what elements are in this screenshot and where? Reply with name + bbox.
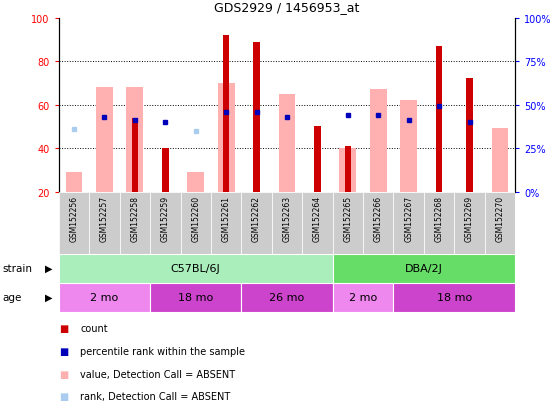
- Bar: [344, 147, 351, 192]
- Text: GSM152267: GSM152267: [404, 195, 413, 241]
- Bar: [59, 283, 150, 312]
- Text: value, Detection Call = ABSENT: value, Detection Call = ABSENT: [80, 369, 235, 379]
- Text: GSM152270: GSM152270: [496, 195, 505, 241]
- Bar: [454, 192, 485, 254]
- Bar: [162, 149, 169, 192]
- Text: GSM152265: GSM152265: [343, 195, 352, 241]
- Text: GSM152262: GSM152262: [252, 195, 261, 241]
- Bar: [59, 254, 333, 283]
- Text: 18 mo: 18 mo: [178, 292, 213, 302]
- Text: GSM152260: GSM152260: [191, 195, 200, 241]
- Text: GSM152261: GSM152261: [222, 195, 231, 241]
- Text: age: age: [3, 292, 22, 302]
- Text: GSM152266: GSM152266: [374, 195, 383, 241]
- Bar: [211, 192, 241, 254]
- Bar: [400, 101, 417, 192]
- Bar: [485, 192, 515, 254]
- Bar: [132, 118, 138, 192]
- Bar: [150, 283, 241, 312]
- Bar: [188, 173, 204, 192]
- Text: strain: strain: [3, 263, 33, 273]
- Bar: [241, 192, 272, 254]
- Bar: [436, 47, 442, 192]
- Bar: [253, 43, 260, 192]
- Bar: [466, 79, 473, 192]
- Text: ▶: ▶: [45, 263, 52, 273]
- Bar: [89, 192, 120, 254]
- Text: ■: ■: [59, 392, 68, 401]
- Bar: [394, 283, 515, 312]
- Text: GSM152268: GSM152268: [435, 195, 444, 241]
- Bar: [272, 192, 302, 254]
- Text: GSM152264: GSM152264: [313, 195, 322, 241]
- Bar: [424, 192, 454, 254]
- Text: ▶: ▶: [45, 292, 52, 302]
- Bar: [96, 88, 113, 192]
- Bar: [370, 90, 386, 192]
- Text: ■: ■: [59, 369, 68, 379]
- Text: GSM152258: GSM152258: [130, 195, 139, 241]
- Bar: [241, 283, 333, 312]
- Bar: [302, 192, 333, 254]
- Text: ■: ■: [59, 323, 68, 333]
- Bar: [66, 173, 82, 192]
- Text: rank, Detection Call = ABSENT: rank, Detection Call = ABSENT: [80, 392, 230, 401]
- Bar: [333, 283, 394, 312]
- Bar: [333, 254, 515, 283]
- Text: 18 mo: 18 mo: [437, 292, 472, 302]
- Bar: [363, 192, 394, 254]
- Bar: [59, 192, 89, 254]
- Bar: [127, 88, 143, 192]
- Text: DBA/2J: DBA/2J: [405, 263, 443, 273]
- Text: GSM152256: GSM152256: [69, 195, 78, 241]
- Text: 2 mo: 2 mo: [349, 292, 377, 302]
- Text: ■: ■: [59, 346, 68, 356]
- Text: GDS2929 / 1456953_at: GDS2929 / 1456953_at: [214, 2, 360, 14]
- Text: percentile rank within the sample: percentile rank within the sample: [80, 346, 245, 356]
- Bar: [394, 192, 424, 254]
- Text: GSM152269: GSM152269: [465, 195, 474, 241]
- Bar: [180, 192, 211, 254]
- Text: 2 mo: 2 mo: [90, 292, 119, 302]
- Bar: [120, 192, 150, 254]
- Text: 26 mo: 26 mo: [269, 292, 305, 302]
- Text: GSM152257: GSM152257: [100, 195, 109, 241]
- Bar: [333, 192, 363, 254]
- Bar: [492, 129, 508, 192]
- Bar: [223, 36, 230, 192]
- Bar: [218, 83, 235, 192]
- Text: C57BL/6J: C57BL/6J: [171, 263, 221, 273]
- Bar: [339, 149, 356, 192]
- Bar: [279, 95, 295, 192]
- Text: GSM152263: GSM152263: [282, 195, 292, 241]
- Bar: [150, 192, 180, 254]
- Bar: [314, 127, 321, 192]
- Text: count: count: [80, 323, 108, 333]
- Text: GSM152259: GSM152259: [161, 195, 170, 241]
